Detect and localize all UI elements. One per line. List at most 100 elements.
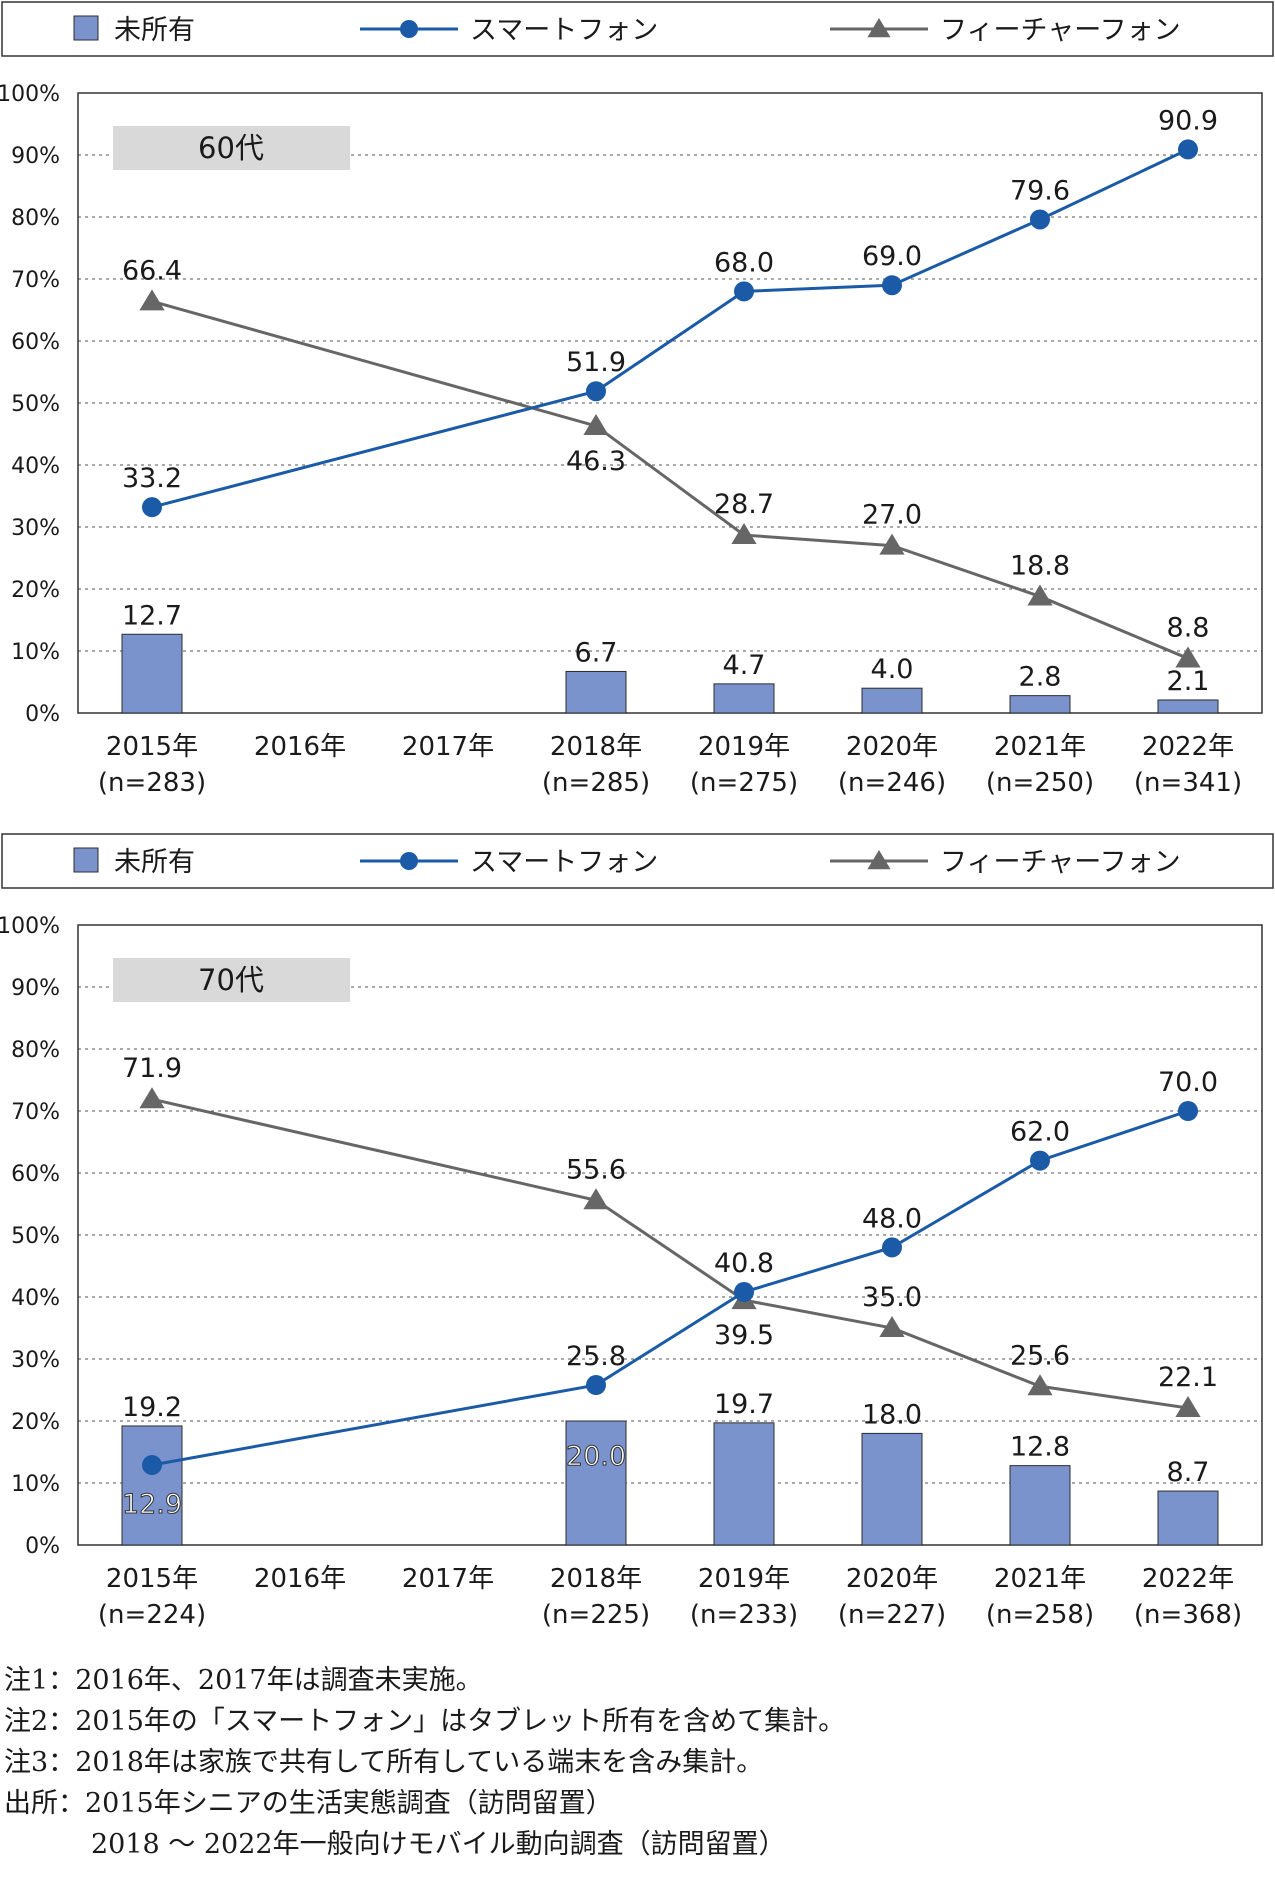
data-label-featurephone: 18.8 bbox=[1010, 550, 1070, 581]
x-tick-label: 2022年 bbox=[1142, 732, 1234, 762]
note-3: 注3： 2018年は家族で共有して所有している端末を含み集計。 bbox=[4, 1742, 1264, 1783]
marker-smartphone bbox=[1178, 1101, 1198, 1121]
data-label-unowned: 4.0 bbox=[871, 654, 914, 685]
marker-featurephone bbox=[139, 289, 165, 311]
legend-marker-smartphone bbox=[400, 852, 418, 870]
y-tick-label: 100% bbox=[0, 914, 60, 939]
y-tick-label: 90% bbox=[11, 976, 60, 1001]
bar-unowned bbox=[713, 683, 775, 714]
x-tick-sublabel: (n=233) bbox=[690, 1600, 798, 1630]
legend-swatch-unowned bbox=[73, 847, 99, 873]
y-tick-label: 40% bbox=[11, 1286, 60, 1311]
data-label-smartphone: 90.9 bbox=[1158, 105, 1218, 136]
source-label: 出所： bbox=[4, 1788, 85, 1819]
legend-box bbox=[1, 833, 1274, 889]
note-label: 注2： bbox=[4, 1706, 76, 1737]
marker-smartphone bbox=[1178, 139, 1198, 160]
data-label-unowned: 6.7 bbox=[575, 637, 618, 668]
group-label-box bbox=[113, 126, 350, 170]
data-label-featurephone: 46.3 bbox=[566, 446, 626, 477]
y-tick-label: 10% bbox=[11, 1472, 60, 1497]
note-text: 2015年の「スマートフォン」はタブレット所有を含めて集計。 bbox=[75, 1706, 846, 1737]
y-tick-label: 100% bbox=[0, 82, 60, 107]
y-tick-label: 60% bbox=[11, 1162, 60, 1187]
x-tick-label: 2015年 bbox=[106, 1564, 198, 1594]
x-tick-label: 2017年 bbox=[402, 732, 494, 762]
marker-featurephone bbox=[583, 413, 609, 435]
y-tick-label: 80% bbox=[11, 1038, 60, 1063]
data-label-unowned: 4.7 bbox=[723, 650, 766, 681]
y-tick-label: 50% bbox=[11, 1224, 60, 1249]
x-tick-label: 2018年 bbox=[550, 732, 642, 762]
y-tick-label: 60% bbox=[11, 330, 60, 355]
bar-unowned bbox=[1157, 1490, 1219, 1546]
data-label-unowned: 8.7 bbox=[1167, 1457, 1210, 1488]
x-tick-label: 2017年 bbox=[402, 1564, 494, 1594]
x-tick-sublabel: (n=341) bbox=[1134, 768, 1242, 798]
legend-label-smartphone: スマートフォン bbox=[470, 15, 658, 46]
bar-unowned bbox=[565, 670, 627, 714]
marker-smartphone bbox=[1030, 1150, 1050, 1171]
data-label-smartphone: 48.0 bbox=[862, 1203, 922, 1234]
data-label-unowned: 18.0 bbox=[862, 1399, 922, 1430]
x-tick-sublabel: (n=368) bbox=[1134, 1600, 1242, 1630]
legend-label-featurephone: フィーチャーフォン bbox=[940, 15, 1181, 46]
line-smartphone bbox=[151, 148, 1189, 509]
legend-marker-featurephone bbox=[867, 850, 891, 870]
chart-60s: 未所有 スマートフォン フィーチャーフォン 0% 10% 20% 30% 40% 50% 60% 7… bbox=[0, 1, 1274, 798]
y-tick-label: 20% bbox=[11, 578, 60, 603]
x-tick-sublabel: (n=250) bbox=[986, 768, 1094, 798]
y-tick-label: 40% bbox=[11, 454, 60, 479]
data-label-smartphone: 51.9 bbox=[566, 347, 626, 378]
y-tick-label: 30% bbox=[11, 516, 60, 541]
bar-unowned bbox=[1009, 695, 1071, 714]
x-tick-label: 2021年 bbox=[994, 732, 1086, 762]
y-tick-label: 70% bbox=[11, 1100, 60, 1125]
x-tick-label: 2015年 bbox=[106, 732, 198, 762]
group-label: 70代 bbox=[198, 963, 264, 997]
marker-smartphone bbox=[882, 275, 902, 296]
x-tick-sublabel: (n=224) bbox=[98, 1600, 206, 1630]
data-label-smartphone: 40.8 bbox=[714, 1248, 774, 1279]
chart-70s: 未所有 スマートフォン フィーチャーフォン 0% 10% 20% 30% 40% 50% 60% 7… bbox=[0, 833, 1274, 1630]
x-tick-label: 2016年 bbox=[254, 1564, 346, 1594]
x-tick-label: 2019年 bbox=[698, 732, 790, 762]
data-label-smartphone: 79.6 bbox=[1010, 175, 1070, 206]
data-label-featurephone: 71.9 bbox=[122, 1053, 182, 1084]
source-text: 2018 ～ 2022年一般向けモバイル動向調査（訪問留置） bbox=[91, 1829, 786, 1860]
marker-smartphone bbox=[882, 1237, 902, 1258]
x-tick-label: 2018年 bbox=[550, 1564, 642, 1594]
data-label-unowned: 19.7 bbox=[714, 1389, 774, 1420]
bar-unowned bbox=[121, 1425, 183, 1546]
source-1: 出所： 2015年シニアの生活実態調査（訪問留置） bbox=[4, 1783, 1264, 1824]
data-label-featurephone: 66.4 bbox=[122, 255, 182, 286]
bar-unowned bbox=[565, 1420, 627, 1546]
marker-smartphone bbox=[734, 281, 754, 302]
plot-area bbox=[77, 92, 1263, 714]
group-label-box bbox=[113, 958, 350, 1002]
x-tick-sublabel: (n=275) bbox=[690, 768, 798, 798]
legend-label-featurephone: フィーチャーフォン bbox=[940, 847, 1181, 878]
source-2: 2018 ～ 2022年一般向けモバイル動向調査（訪問留置） bbox=[4, 1824, 1264, 1865]
marker-featurephone bbox=[1175, 1395, 1201, 1417]
x-tick-sublabel: (n=246) bbox=[838, 768, 946, 798]
data-label-smartphone: 12.9 bbox=[122, 1489, 182, 1520]
legend-label-smartphone: スマートフォン bbox=[470, 847, 658, 878]
data-label-featurephone: 27.0 bbox=[862, 500, 922, 531]
group-label: 60代 bbox=[198, 131, 264, 165]
bar-unowned bbox=[1009, 1465, 1071, 1546]
marker-featurephone bbox=[731, 523, 757, 545]
bar-unowned bbox=[121, 633, 183, 714]
marker-featurephone bbox=[1027, 1374, 1053, 1396]
marker-featurephone bbox=[1175, 646, 1201, 668]
data-label-smartphone: 25.8 bbox=[566, 1341, 626, 1372]
note-text: 2018年は家族で共有して所有している端末を含み集計。 bbox=[75, 1747, 764, 1778]
data-label-featurephone: 39.5 bbox=[714, 1320, 774, 1351]
x-tick-label: 2019年 bbox=[698, 1564, 790, 1594]
x-tick-sublabel: (n=258) bbox=[986, 1600, 1094, 1630]
x-tick-sublabel: (n=225) bbox=[542, 1600, 650, 1630]
y-tick-label: 10% bbox=[11, 640, 60, 665]
data-label-featurephone: 28.7 bbox=[714, 489, 774, 520]
bar-unowned bbox=[1157, 699, 1219, 714]
marker-smartphone bbox=[586, 1375, 606, 1396]
